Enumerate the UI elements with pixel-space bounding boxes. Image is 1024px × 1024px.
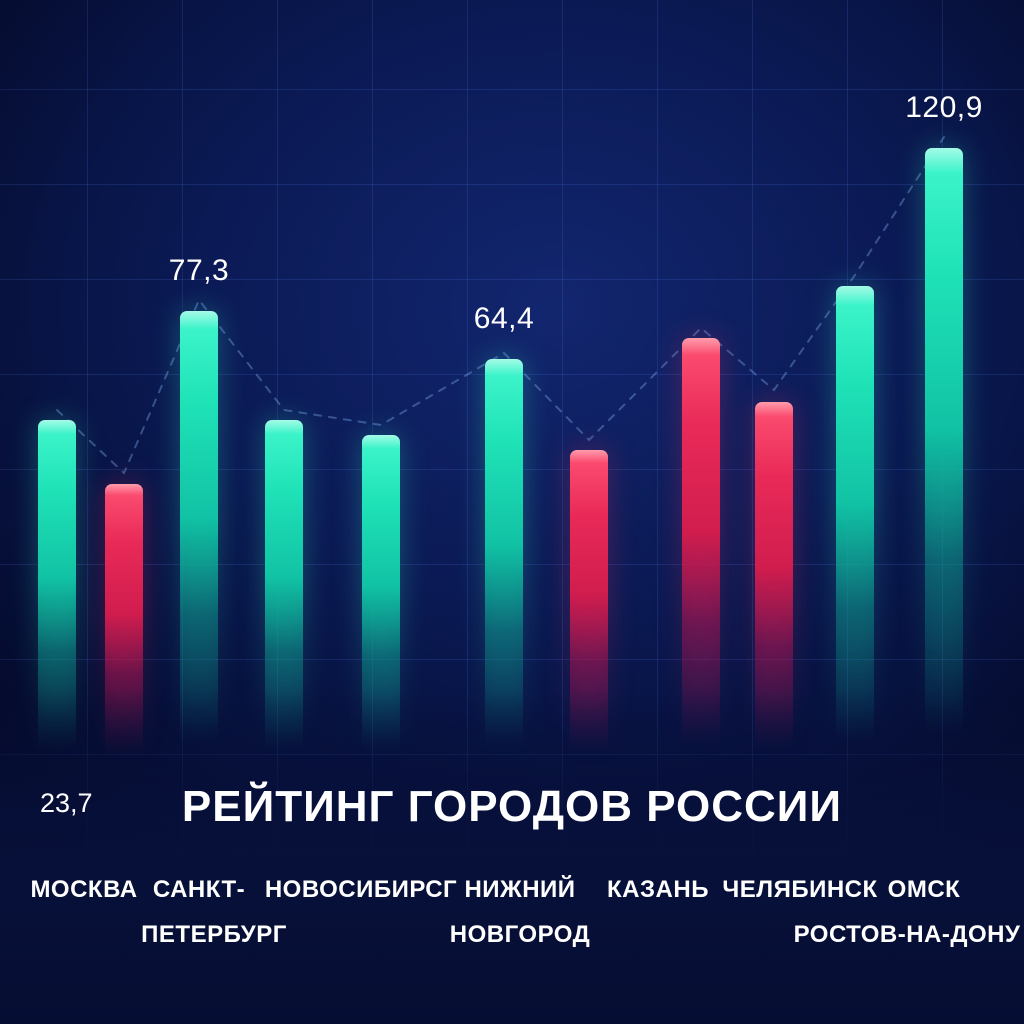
- bar-value-label: 120,9: [905, 90, 983, 124]
- city-label: КАЗАНЬ: [607, 876, 709, 903]
- city-label: НОВГОРОД: [449, 921, 591, 948]
- city-label: НОВОСИБИРСГ: [264, 876, 458, 903]
- city-label: ЧЕЛЯБИНСК: [722, 876, 878, 903]
- bottom-fade-overlay: [0, 690, 1024, 1024]
- city-label: ПЕТЕРБУРГ: [141, 921, 287, 948]
- bar-value-label: 64,4: [473, 302, 535, 336]
- bar-value-label: 77,3: [168, 253, 230, 287]
- city-label: ОМСК: [887, 876, 961, 903]
- stray-value-label: 23,7: [40, 788, 93, 818]
- chart-title: РЕЙТИНГ ГОРОДОВ РОССИИ: [181, 782, 843, 831]
- city-label: РОСТОВ-НА-ДОНУ: [793, 921, 1021, 948]
- bar-teal: [925, 147, 963, 772]
- city-label: САНКТ-: [152, 876, 246, 903]
- city-label: НИЖНИЙ: [464, 876, 576, 903]
- city-label: МОСКВА: [30, 876, 138, 903]
